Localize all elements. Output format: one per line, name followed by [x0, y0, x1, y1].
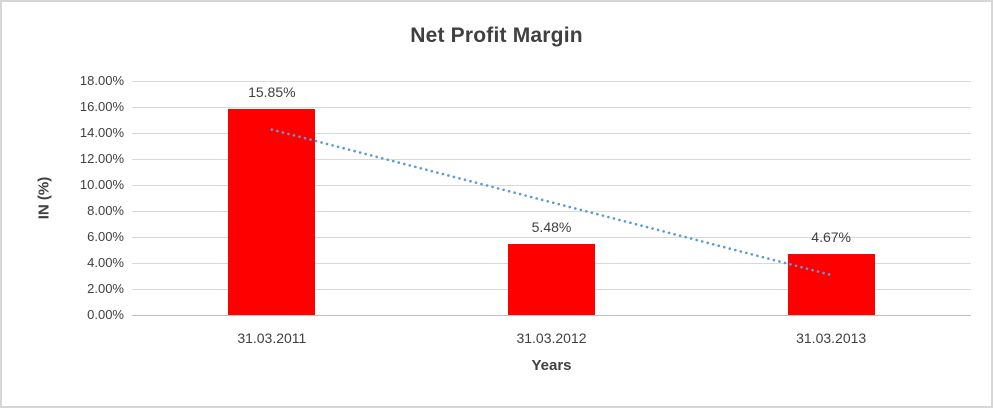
y-tick-label-14: 14.00% — [79, 125, 124, 140]
y-tick-label-12: 12.00% — [79, 151, 124, 166]
gridline-18 — [132, 81, 971, 82]
x-tick-label-31.03.2011: 31.03.2011 — [237, 330, 307, 346]
gridline-0 — [132, 315, 971, 316]
y-tick-label-16: 16.00% — [79, 99, 124, 114]
bar-31.03.2011 — [228, 108, 316, 315]
y-tick-label-0: 0.00% — [87, 307, 124, 322]
gridline-16 — [132, 107, 971, 108]
y-tick-label-10: 10.00% — [79, 177, 124, 192]
bar-31.03.2012 — [508, 243, 595, 315]
y-tick-label-6: 6.00% — [87, 229, 124, 244]
bar-31.03.2013 — [787, 254, 875, 315]
data-label-31.03.2012: 5.48% — [531, 218, 572, 235]
x-tick-label-31.03.2012: 31.03.2012 — [516, 330, 587, 346]
y-tick-label-8: 8.00% — [87, 203, 124, 218]
data-label-31.03.2013: 4.67% — [811, 229, 851, 246]
x-axis-title: Years — [531, 357, 572, 374]
y-tick-label-2: 2.00% — [87, 281, 124, 296]
data-label-31.03.2011: 15.85% — [248, 83, 296, 100]
y-tick-label-4: 4.00% — [87, 255, 124, 270]
y-axis-title: IN (%) — [35, 176, 53, 220]
x-tick-label-31.03.2013: 31.03.2013 — [796, 330, 867, 346]
chart-title: Net Profit Margin — [410, 24, 583, 47]
y-tick-label-18: 18.00% — [79, 73, 124, 88]
